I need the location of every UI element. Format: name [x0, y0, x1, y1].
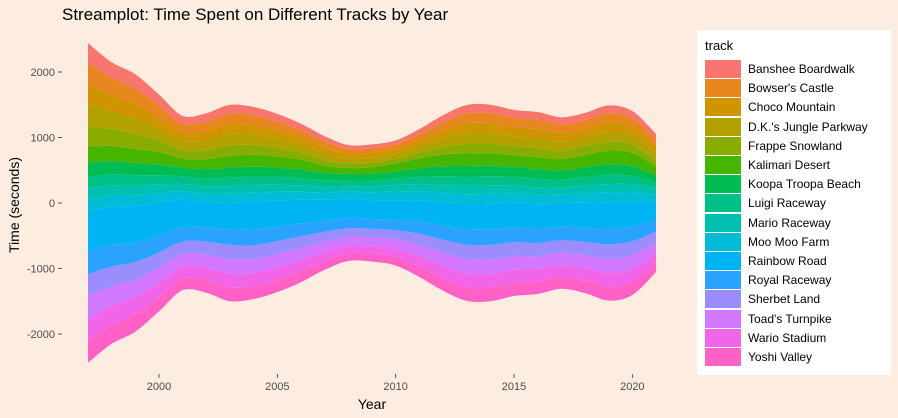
legend-label: Choco Mountain — [748, 100, 836, 115]
y-tick-label: -1000 — [27, 264, 55, 276]
stream-koopa-troopa-beach — [88, 161, 656, 183]
y-tick-label: 1000 — [31, 133, 55, 145]
legend-item: Banshee Boardwalk — [705, 60, 891, 79]
chart-title: Streamplot: Time Spent on Different Trac… — [62, 5, 449, 24]
stream-mario-raceway — [88, 183, 656, 200]
legend-key — [705, 79, 741, 98]
legend-key — [705, 156, 741, 174]
legend-item: Koopa Troopa Beach — [705, 175, 891, 194]
legend-item: D.K.'s Jungle Parkway — [705, 117, 891, 137]
y-tick-label: 0 — [49, 198, 55, 210]
legend-item: Choco Mountain — [705, 98, 891, 117]
legend-key — [705, 328, 741, 347]
legend-key — [705, 117, 741, 136]
legend-item: Yoshi Valley — [705, 348, 891, 367]
legend-item: Sherbet Land — [705, 290, 891, 309]
legend: track Banshee Boardwalk Bowser's Castle Ch… — [697, 30, 891, 375]
legend-key — [705, 232, 741, 251]
stream-royal-raceway — [88, 218, 656, 275]
y-axis: 2000 1000 0 -1000 -2000 — [27, 67, 62, 341]
legend-label: Banshee Boardwalk — [748, 62, 855, 76]
stream-toad-s-turnpike — [88, 236, 656, 320]
x-axis-title: Year — [358, 396, 387, 412]
legend-item: Royal Raceway — [705, 271, 891, 290]
y-tick-label: -2000 — [27, 329, 55, 341]
legend-key — [705, 98, 741, 117]
x-tick-label: 2015 — [502, 381, 526, 393]
legend-label: Mario Raceway — [748, 215, 831, 230]
legend-label: Frappe Snowland — [748, 138, 843, 153]
legend-key — [705, 290, 741, 309]
stream-kalimari-desert — [88, 145, 656, 176]
legend-key — [705, 136, 741, 155]
legend-label: Toad's Turnpike — [748, 311, 832, 326]
legend-item: Wario Stadium — [705, 328, 891, 348]
legend-key — [705, 252, 741, 270]
legend-label: Sherbet Land — [748, 292, 821, 307]
legend-item: Frappe Snowland — [705, 136, 891, 156]
x-tick-label: 2020 — [620, 381, 644, 393]
legend-key — [705, 194, 741, 213]
legend-key — [705, 213, 741, 232]
y-axis-title: Time (seconds) — [6, 157, 22, 253]
legend-key — [705, 309, 741, 328]
x-axis: 2000 2005 2010 2015 2020 — [147, 374, 645, 393]
legend-item: Moo Moo Farm — [705, 232, 891, 252]
legend-label: Bowser's Castle — [748, 81, 834, 96]
stream-moo-moo-farm — [88, 191, 656, 212]
legend-item: Kalimari Desert — [705, 156, 891, 175]
stream-rainbow-road — [88, 198, 656, 251]
legend-item: Bowser's Castle — [705, 79, 891, 98]
legend-label: Rainbow Road — [748, 254, 827, 268]
legend-item: Rainbow Road — [705, 252, 891, 271]
stream-sherbet-land — [88, 228, 656, 297]
legend-label: D.K.'s Jungle Parkway — [748, 119, 868, 134]
legend-label: Wario Stadium — [748, 330, 827, 345]
legend-item: Toad's Turnpike — [705, 309, 891, 329]
x-tick-label: 2005 — [265, 381, 289, 393]
legend-item: Mario Raceway — [705, 213, 891, 233]
legend-item: Luigi Raceway — [705, 194, 891, 213]
legend-key — [705, 175, 741, 194]
stream-luigi-raceway — [88, 174, 656, 189]
legend-label: Luigi Raceway — [748, 196, 827, 211]
legend-label: Yoshi Valley — [748, 350, 813, 364]
legend-key — [705, 271, 741, 290]
x-tick-label: 2010 — [383, 381, 407, 393]
y-tick-label: 2000 — [31, 67, 55, 79]
legend-label: Royal Raceway — [748, 273, 832, 288]
stream-layers — [88, 43, 656, 363]
legend-key — [705, 348, 741, 366]
x-tick-label: 2000 — [147, 381, 171, 393]
legend-label: Koopa Troopa Beach — [748, 177, 861, 192]
legend-title: track — [705, 38, 734, 53]
legend-label: Moo Moo Farm — [748, 234, 830, 249]
legend-key — [705, 60, 741, 78]
legend-label: Kalimari Desert — [748, 158, 831, 172]
